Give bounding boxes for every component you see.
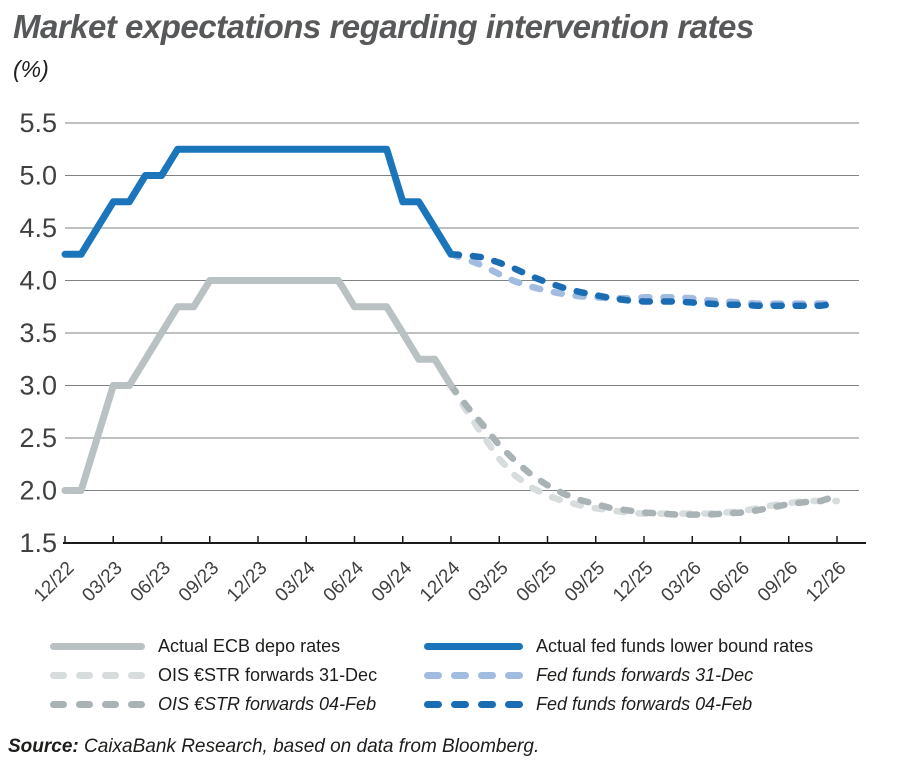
legend-label: OIS €STR forwards 04-Feb xyxy=(158,694,377,714)
x-tick-label: 09/26 xyxy=(754,558,802,606)
legend-swatch xyxy=(50,701,145,708)
y-tick-label: 3.0 xyxy=(19,371,57,401)
legend-swatch xyxy=(50,672,145,679)
y-tick-label: 2.5 xyxy=(19,423,57,453)
series-lines xyxy=(61,145,841,518)
source-label: Source: xyxy=(8,736,79,757)
x-tick-label: 03/26 xyxy=(657,558,705,606)
legend: Actual ECB depo rates OIS €STR forwards 3… xyxy=(0,632,900,724)
legend-swatch xyxy=(424,701,523,708)
legend-item-fed-funds-forwards-31-dec: Fed funds forwards 31-Dec xyxy=(424,661,813,690)
legend-line-dash xyxy=(478,701,496,708)
legend-line-dash xyxy=(451,672,469,679)
y-axis-unit-label: (%) xyxy=(13,56,49,82)
legend-line-dash xyxy=(128,672,145,679)
x-tick-label: 12/23 xyxy=(223,558,271,606)
legend-item-actual-fed-funds-lower-bound-rates: Actual fed funds lower bound rates xyxy=(424,632,813,661)
source-note: Source: CaixaBank Research, based on dat… xyxy=(8,736,539,758)
y-tick-label: 2.0 xyxy=(19,476,57,506)
x-tick-label: 06/25 xyxy=(513,558,561,606)
series-actual-fed-funds-lower-bound-rates xyxy=(61,145,455,258)
legend-item-ois-str-forwards-31-dec: OIS €STR forwards 31-Dec xyxy=(50,661,377,690)
legend-line-dash xyxy=(424,672,442,679)
legend-line-solid xyxy=(424,643,523,650)
x-axis xyxy=(63,536,866,544)
x-tick-label: 12/25 xyxy=(609,558,657,606)
x-tick-label: 03/23 xyxy=(78,558,126,606)
legend-swatch xyxy=(424,643,523,650)
legend-line-dash xyxy=(424,701,442,708)
legend-line-dash xyxy=(50,672,67,679)
page-title: Market expectations regarding interventi… xyxy=(13,8,754,45)
y-tick-label: 4.0 xyxy=(19,266,57,296)
rates-line-chart: 5.55.04.54.03.53.02.52.01.512/22 03/23 06/… xyxy=(19,108,866,606)
legend-line-dash xyxy=(505,701,523,708)
y-tick-label: 4.5 xyxy=(19,213,57,243)
x-axis-labels: 12/22 03/23 06/23 09/23 12/23 03/24 06/24 09/24… xyxy=(30,557,850,606)
legend-item-actual-ecb-depo-rates: Actual ECB depo rates xyxy=(50,632,377,661)
x-tick-label: 09/23 xyxy=(175,558,223,606)
gridlines xyxy=(65,122,859,491)
x-tick-label: 12/24 xyxy=(416,557,465,606)
legend-item-fed-funds-forwards-04-feb: Fed funds forwards 04-Feb xyxy=(424,690,813,719)
legend-line-dash xyxy=(102,701,119,708)
legend-line-dash xyxy=(76,701,93,708)
x-tick-label: 06/24 xyxy=(320,557,369,606)
x-tick-label: 06/23 xyxy=(127,558,175,606)
x-tick-label: 06/26 xyxy=(706,558,754,606)
series-actual-ecb-depo-rates xyxy=(61,277,455,494)
legend-line-dash xyxy=(76,672,93,679)
x-tick-label: 09/25 xyxy=(561,558,609,606)
legend-column-fed: Actual fed funds lower bound rates Fed fu… xyxy=(424,632,813,719)
source-text: CaixaBank Research, based on data from B… xyxy=(78,736,540,757)
x-tick-label: 09/24 xyxy=(368,557,417,606)
legend-line-dash xyxy=(50,701,67,708)
series-fed-funds-forwards-04feb xyxy=(447,251,841,309)
legend-line-dash xyxy=(128,701,145,708)
legend-item-ois-str-forwards-04-feb: OIS €STR forwards 04-Feb xyxy=(50,690,377,719)
legend-line-solid xyxy=(50,643,145,650)
series-ois-estr-forwards-31dec xyxy=(447,382,841,517)
legend-swatch xyxy=(50,643,145,650)
y-tick-label: 5.5 xyxy=(19,108,57,138)
x-tick-label: 03/24 xyxy=(271,557,320,606)
y-tick-label: 5.0 xyxy=(19,161,57,191)
legend-line-dash xyxy=(451,701,469,708)
x-tick-label: 03/25 xyxy=(464,558,512,606)
legend-line-dash xyxy=(102,672,119,679)
series-fed-funds-forwards-31dec xyxy=(447,251,841,307)
legend-label: Actual fed funds lower bound rates xyxy=(536,636,814,656)
y-tick-label: 3.5 xyxy=(19,318,57,348)
y-tick-label: 1.5 xyxy=(19,528,57,558)
x-tick-label: 12/26 xyxy=(802,558,850,606)
x-tick-label: 12/22 xyxy=(30,558,78,606)
series-ois-estr-forwards-04feb xyxy=(447,382,841,518)
legend-label: Fed funds forwards 31-Dec xyxy=(536,665,754,685)
legend-label: Actual ECB depo rates xyxy=(158,636,341,656)
legend-label: OIS €STR forwards 31-Dec xyxy=(158,665,378,685)
y-axis-labels: 5.5 5.0 4.5 4.0 3.5 3.0 2.5 2.0 1.5 xyxy=(19,108,57,558)
legend-line-dash xyxy=(505,672,523,679)
legend-line-dash xyxy=(478,672,496,679)
legend-column-ecb: Actual ECB depo rates OIS €STR forwards 3… xyxy=(50,632,377,719)
legend-swatch xyxy=(424,672,523,679)
legend-label: Fed funds forwards 04-Feb xyxy=(536,694,753,714)
